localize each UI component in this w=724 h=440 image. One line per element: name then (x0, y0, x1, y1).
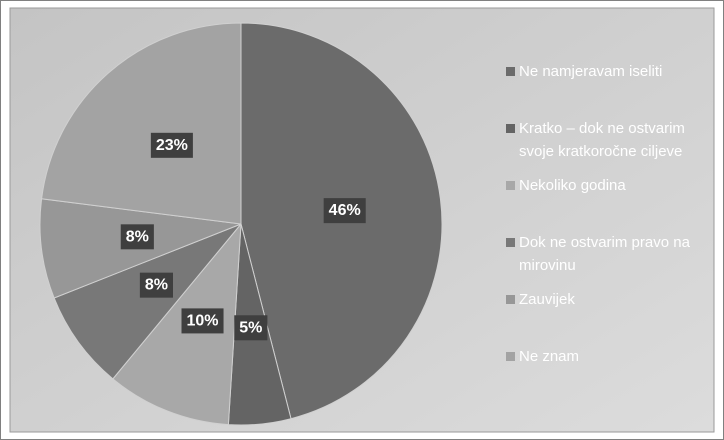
data-label-box (323, 198, 366, 224)
pie-slice (112, 222, 242, 426)
legend-item: Ne znam (506, 345, 711, 402)
legend-label: Zauvijek (519, 291, 575, 308)
data-label-box (181, 308, 224, 334)
legend-swatch (506, 67, 515, 76)
data-label-box (150, 132, 193, 158)
legend-label: Kratko – dok ne ostvarim svoje kratkoroč… (519, 120, 685, 160)
legend-item: Kratko – dok ne ostvarim svoje kratkoroč… (506, 117, 711, 174)
data-label: 10% (187, 312, 219, 329)
legend-swatch (506, 124, 515, 133)
data-label-box (234, 315, 268, 341)
legend-item: Nekoliko godina (506, 174, 711, 231)
data-label: 8% (145, 277, 168, 294)
legend-swatch (506, 238, 515, 247)
legend-item: Ne namjeravam iseliti (506, 60, 711, 117)
data-label: 23% (156, 137, 188, 154)
legend-swatch (506, 181, 515, 190)
legend-label: Nekoliko godina (519, 177, 626, 194)
legend: Ne namjeravam iseliti Kratko – dok ne ost… (506, 60, 711, 402)
data-label-box (120, 224, 154, 250)
pie-slice (41, 22, 242, 225)
data-label: 8% (126, 228, 149, 245)
legend-label: Dok ne ostvarim pravo na mirovinu (519, 234, 690, 274)
legend-label: Ne namjeravam iseliti (519, 63, 663, 80)
legend-label: Ne znam (519, 348, 580, 365)
legend-item: Zauvijek (506, 288, 711, 345)
pie-slice (53, 223, 242, 380)
legend-item: Dok ne ostvarim pravo na mirovinu (506, 231, 711, 288)
data-label: 46% (329, 202, 361, 219)
legend-swatch (506, 295, 515, 304)
legend-swatch (506, 352, 515, 361)
data-label-box (139, 272, 174, 298)
data-label: 5% (239, 319, 262, 336)
